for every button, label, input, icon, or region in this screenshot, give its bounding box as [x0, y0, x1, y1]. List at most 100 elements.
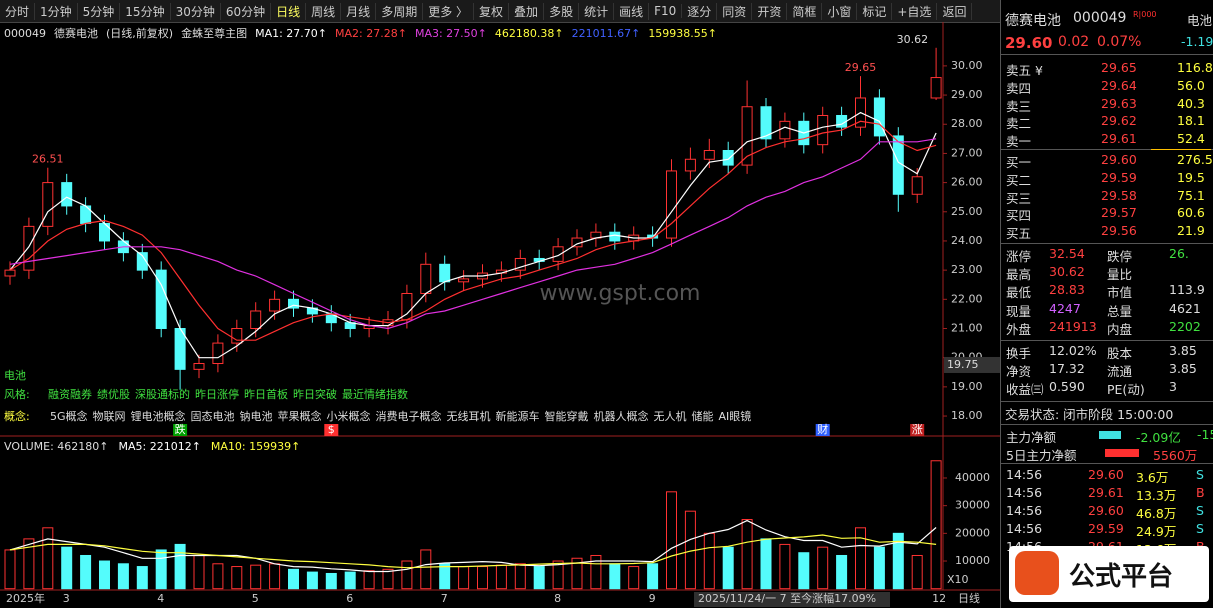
cell: 24.9万	[1136, 524, 1177, 539]
toolbar-button[interactable]: 统计	[579, 2, 615, 20]
volume-legend: MA10: 159939↑	[211, 440, 300, 453]
separator	[1001, 340, 1213, 341]
cell: 4247	[1049, 300, 1081, 316]
bid-row: 买四 29.57 60.6	[1001, 205, 1213, 223]
toolbar-button[interactable]: 更多 〉	[423, 2, 475, 20]
toolbar-button[interactable]: 30分钟	[171, 2, 221, 20]
volume-bar	[609, 563, 621, 590]
header-text: (日线,前复权)	[106, 26, 173, 40]
toolbar-button[interactable]: 小窗	[822, 2, 858, 20]
toolbar-button[interactable]: 月线	[341, 2, 377, 20]
toolbar-button[interactable]: 1分钟	[35, 2, 78, 20]
volume-bar	[892, 532, 904, 590]
concept-item: 小米概念	[327, 409, 371, 423]
x-tick-label: 6	[346, 592, 353, 605]
concept-item: AI眼镜	[719, 409, 752, 423]
separator	[1001, 149, 1213, 150]
candle-body	[269, 298, 281, 312]
candle-body	[684, 158, 696, 172]
cursor-label: 19.75	[947, 358, 979, 371]
cell: 14:56	[1006, 485, 1043, 500]
stat-row: 最高 30.62 量比	[1001, 264, 1213, 282]
event-marker-label: 跌	[175, 422, 186, 436]
volume-bar	[458, 566, 470, 590]
toolbar-button[interactable]: 返回	[937, 2, 973, 20]
toolbar-button[interactable]: 分时	[0, 2, 36, 20]
range-note: 2025/11/24/一 7 至今涨幅17.09%	[698, 591, 876, 605]
toolbar-button[interactable]: 叠加	[509, 2, 545, 20]
candle-body	[42, 182, 54, 227]
cell: 股本	[1107, 346, 1133, 361]
volume-bar	[855, 527, 866, 590]
concept-item: 储能	[692, 409, 714, 423]
cell: S	[1196, 521, 1204, 536]
toolbar-button[interactable]: 标记	[857, 2, 893, 20]
toolbar-button[interactable]: 5分钟	[78, 2, 121, 20]
y-tick-label: 28.00	[951, 117, 983, 130]
toolbar-button[interactable]: 画线	[614, 2, 650, 20]
volume-bar	[439, 563, 451, 590]
y-tick-label: 23.00	[951, 263, 983, 276]
toolbar-button[interactable]: 逐分	[682, 2, 718, 20]
toolbar-button[interactable]: 15分钟	[120, 2, 171, 20]
concept-item: 物联网	[93, 409, 126, 423]
stat-row: 收益㈢ 0.590 PE(动) 3	[1001, 379, 1213, 397]
concept-item: 苹果概念	[278, 409, 322, 423]
toolbar-button[interactable]: 复权	[474, 2, 510, 20]
x-tick-label: 5	[252, 592, 259, 605]
toolbar-button[interactable]: 日线	[271, 2, 307, 20]
toolbar-button[interactable]: 开资	[752, 2, 788, 20]
volume-bar	[628, 566, 640, 590]
x-tick-label: 12	[932, 592, 946, 605]
separator	[1001, 424, 1213, 425]
event-marker	[173, 424, 188, 436]
toolbar-button[interactable]: 周线	[306, 2, 342, 20]
separator	[1001, 401, 1213, 402]
y-tick-label: 24.00	[951, 234, 983, 247]
y-tick-label: 29.00	[951, 88, 983, 101]
cell: 交易状态: 闭市阶段 15:00:00	[1005, 407, 1174, 422]
quote-panel: 德赛电池 000049 R|000 电池 29.60 0.02 0.07% -1.19 卖五 ¥…	[1000, 0, 1213, 608]
high-label: 26.51	[32, 153, 64, 166]
cell: 3.85	[1169, 343, 1197, 358]
volume-bar	[155, 549, 167, 590]
toolbar-button[interactable]: F10	[649, 4, 683, 18]
candle-body	[892, 135, 904, 195]
ask-row: 卖五 ¥ 29.65 116.8	[1001, 60, 1213, 78]
period-label: 日线	[958, 591, 980, 605]
cell: 29.59	[1088, 521, 1124, 536]
cell: 最低	[1006, 285, 1032, 301]
volume-bar	[420, 549, 432, 590]
cell: 市值	[1107, 285, 1133, 301]
ask-row: 卖四 29.64 56.0	[1001, 78, 1213, 96]
cell: 12.02%	[1049, 343, 1097, 358]
y-tick-label: 22.00	[951, 292, 983, 305]
logo-text: 公式平台	[1069, 562, 1174, 592]
stat-row: 净资 17.32 流通 3.85	[1001, 361, 1213, 379]
toolbar-button[interactable]: 同资	[717, 2, 753, 20]
volume-bar	[61, 546, 73, 590]
cell: R|000	[1133, 10, 1157, 19]
event-marker	[815, 424, 830, 436]
y-tick-label: 21.00	[951, 321, 983, 334]
toolbar-button[interactable]: 多股	[544, 2, 580, 20]
volume-bar	[495, 564, 507, 590]
candle-body	[23, 225, 35, 271]
toolbar-button[interactable]: 60分钟	[221, 2, 272, 20]
cell: 40.3	[1177, 95, 1205, 111]
volume-bar	[344, 571, 356, 590]
toolbar-button[interactable]: 多周期	[376, 2, 424, 20]
y-tick-label: 30.00	[951, 59, 983, 72]
stat-row: 现量 4247 总量 4621	[1001, 301, 1213, 319]
high-label: 29.65	[845, 61, 877, 74]
cell: 29.59	[1101, 169, 1137, 185]
cell: 52.4	[1177, 131, 1205, 147]
toolbar-button[interactable]: 简框	[787, 2, 823, 20]
toolbar-button[interactable]: +自选	[892, 2, 938, 20]
volume-bar	[42, 527, 54, 590]
cell: 30.62	[1049, 264, 1085, 280]
volume-bar	[590, 554, 602, 590]
cell: 3	[1169, 379, 1177, 395]
y-tick-label: 30000	[955, 499, 990, 512]
